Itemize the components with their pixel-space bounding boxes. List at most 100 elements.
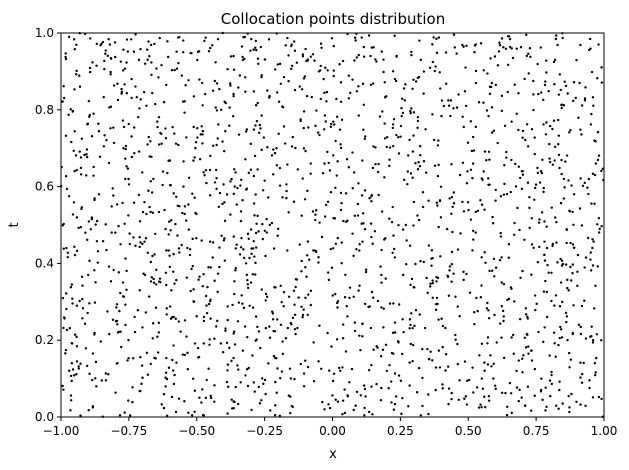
- scatter-point: [112, 84, 116, 87]
- scatter-point: [274, 286, 277, 289]
- scatter-point: [130, 96, 133, 100]
- scatter-point: [336, 306, 339, 309]
- scatter-point: [414, 80, 418, 83]
- scatter-point: [553, 342, 556, 345]
- scatter-point: [121, 201, 124, 205]
- scatter-point: [388, 217, 391, 220]
- scatter-point: [429, 350, 432, 353]
- scatter-point: [559, 328, 563, 331]
- scatter-point: [198, 78, 201, 81]
- scatter-point: [300, 88, 304, 91]
- scatter-point: [329, 190, 333, 194]
- scatter-point: [132, 236, 135, 239]
- scatter-point: [488, 269, 491, 273]
- scatter-point: [394, 79, 398, 83]
- scatter-point: [312, 380, 316, 383]
- scatter-point: [345, 158, 349, 161]
- scatter-point: [560, 264, 564, 267]
- scatter-point: [360, 36, 363, 39]
- scatter-point: [439, 185, 443, 188]
- scatter-point: [122, 125, 126, 129]
- scatter-point: [213, 400, 216, 403]
- scatter-point: [257, 330, 261, 333]
- scatter-point: [206, 285, 209, 289]
- scatter-point: [550, 370, 553, 374]
- scatter-point: [199, 133, 202, 136]
- scatter-point: [245, 273, 249, 277]
- scatter-point: [249, 142, 252, 146]
- scatter-point: [569, 358, 573, 361]
- scatter-point: [543, 326, 546, 329]
- scatter-point: [357, 85, 360, 88]
- scatter-point: [305, 94, 309, 98]
- scatter-point: [141, 171, 144, 174]
- scatter-point: [401, 318, 404, 321]
- scatter-point: [493, 313, 496, 317]
- scatter-point: [335, 338, 339, 341]
- scatter-point: [164, 227, 167, 231]
- scatter-point: [232, 332, 235, 335]
- scatter-point: [229, 84, 232, 87]
- scatter-point: [466, 141, 470, 144]
- scatter-point: [580, 104, 584, 107]
- scatter-point: [302, 385, 306, 388]
- scatter-point: [64, 55, 67, 59]
- scatter-point: [125, 92, 129, 95]
- scatter-point: [527, 52, 530, 56]
- scatter-point: [375, 60, 378, 63]
- scatter-point: [580, 133, 583, 136]
- scatter-point: [286, 249, 289, 252]
- scatter-point: [96, 261, 100, 264]
- scatter-point: [272, 148, 275, 151]
- scatter-point: [89, 228, 92, 231]
- scatter-point: [555, 241, 558, 244]
- scatter-point: [92, 165, 95, 169]
- scatter-point: [242, 306, 246, 310]
- scatter-point: [99, 340, 102, 343]
- scatter-point: [200, 81, 204, 85]
- scatter-point: [476, 309, 479, 313]
- scatter-point: [226, 363, 230, 366]
- scatter-point: [146, 373, 150, 376]
- scatter-point: [230, 398, 233, 401]
- scatter-point: [302, 110, 306, 113]
- scatter-point: [576, 253, 580, 257]
- scatter-point: [62, 247, 65, 250]
- scatter-point: [155, 67, 158, 70]
- scatter-point: [254, 273, 257, 276]
- scatter-point: [318, 133, 321, 137]
- scatter-point: [281, 196, 284, 199]
- scatter-point: [268, 223, 272, 227]
- scatter-point: [369, 83, 373, 87]
- scatter-point: [237, 301, 241, 304]
- scatter-point: [408, 138, 411, 142]
- scatter-point: [486, 342, 489, 345]
- scatter-point: [463, 397, 466, 400]
- scatter-point: [431, 279, 434, 282]
- scatter-point: [242, 248, 245, 251]
- scatter-point: [523, 336, 527, 339]
- scatter-point: [562, 177, 566, 181]
- scatter-point: [178, 35, 181, 39]
- scatter-point: [565, 154, 569, 157]
- scatter-point: [98, 155, 102, 158]
- scatter-point: [238, 74, 242, 77]
- x-tick-label: 0.75: [523, 424, 550, 438]
- scatter-point: [334, 242, 338, 245]
- scatter-point: [307, 293, 310, 296]
- scatter-point: [448, 265, 452, 268]
- scatter-point: [500, 109, 504, 113]
- scatter-point: [579, 361, 582, 364]
- scatter-point: [107, 37, 110, 41]
- scatter-point: [595, 333, 599, 336]
- scatter-point: [370, 290, 374, 294]
- scatter-point: [488, 92, 492, 96]
- y-axis-label: t: [7, 222, 22, 227]
- scatter-point: [332, 120, 335, 123]
- scatter-point: [383, 81, 386, 84]
- scatter-point: [329, 247, 332, 251]
- scatter-point: [238, 253, 242, 256]
- scatter-point: [598, 227, 601, 231]
- scatter-point: [120, 345, 123, 349]
- scatter-point: [306, 254, 309, 257]
